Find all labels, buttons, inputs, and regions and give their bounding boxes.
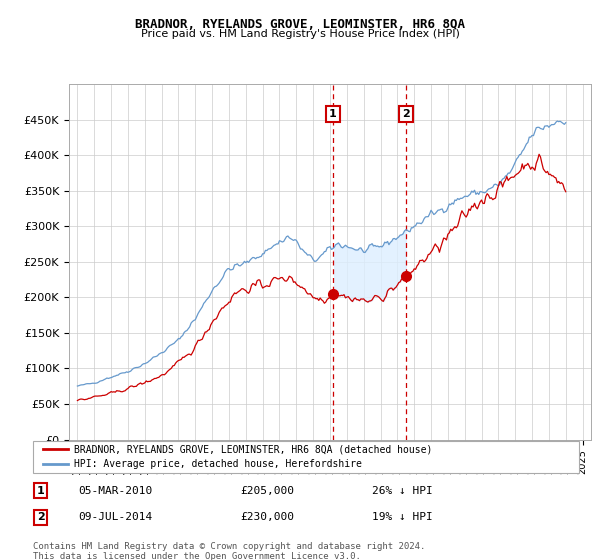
Text: 2: 2 [37, 512, 44, 522]
Text: £205,000: £205,000 [240, 486, 294, 496]
Text: 05-MAR-2010: 05-MAR-2010 [78, 486, 152, 496]
Text: HPI: Average price, detached house, Herefordshire: HPI: Average price, detached house, Here… [74, 459, 362, 469]
Text: 2: 2 [402, 109, 410, 119]
Text: 09-JUL-2014: 09-JUL-2014 [78, 512, 152, 522]
Text: Price paid vs. HM Land Registry's House Price Index (HPI): Price paid vs. HM Land Registry's House … [140, 29, 460, 39]
Text: 26% ↓ HPI: 26% ↓ HPI [372, 486, 433, 496]
Text: Contains HM Land Registry data © Crown copyright and database right 2024.
This d: Contains HM Land Registry data © Crown c… [33, 542, 425, 560]
Text: BRADNOR, RYELANDS GROVE, LEOMINSTER, HR6 8QA (detached house): BRADNOR, RYELANDS GROVE, LEOMINSTER, HR6… [74, 445, 433, 455]
Text: 19% ↓ HPI: 19% ↓ HPI [372, 512, 433, 522]
Text: 1: 1 [37, 486, 44, 496]
Text: 1: 1 [329, 109, 337, 119]
FancyBboxPatch shape [33, 441, 579, 473]
Text: BRADNOR, RYELANDS GROVE, LEOMINSTER, HR6 8QA: BRADNOR, RYELANDS GROVE, LEOMINSTER, HR6… [135, 18, 465, 31]
Text: £230,000: £230,000 [240, 512, 294, 522]
